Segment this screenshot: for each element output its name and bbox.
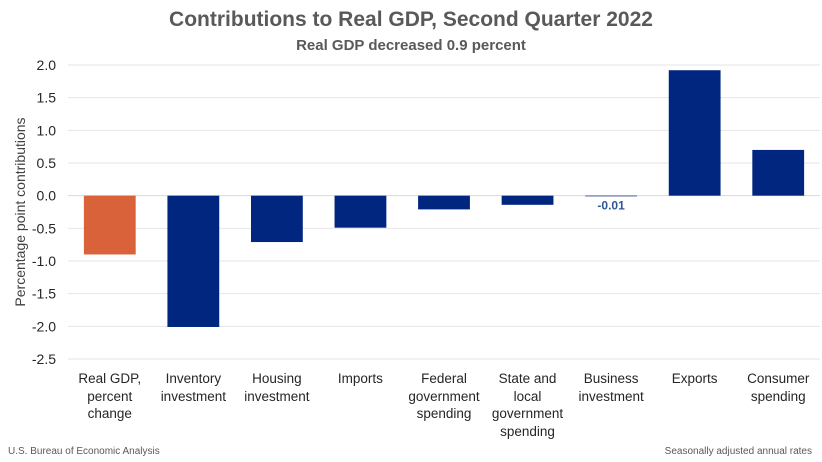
bar xyxy=(418,195,470,210)
bar xyxy=(167,195,220,327)
x-tick-label: Inventory investment xyxy=(160,371,226,404)
data-label: -0.01 xyxy=(597,199,625,213)
y-tick-label: 1.0 xyxy=(37,122,57,138)
x-tick-label: Housing investment xyxy=(244,371,310,404)
chart-subtitle: Real GDP decreased 0.9 percent xyxy=(296,37,526,54)
x-tick-label: Real GDP, percent change xyxy=(78,371,142,421)
y-tick-label: -1.0 xyxy=(32,253,56,269)
annotations: -0.01 xyxy=(597,199,625,213)
x-tick-label: Business investment xyxy=(578,371,644,404)
source-note: U.S. Bureau of Economic Analysis xyxy=(8,446,160,457)
y-tick-label: 0.0 xyxy=(37,188,57,204)
bar xyxy=(334,195,387,228)
bar xyxy=(668,70,721,196)
x-tick-label: Exports xyxy=(671,371,718,386)
y-tick-label: 0.5 xyxy=(37,155,57,171)
x-tick-label: State and local government spending xyxy=(491,371,564,439)
bar xyxy=(501,195,554,205)
x-tick-label: Consumer spending xyxy=(747,371,810,404)
rates-note: Seasonally adjusted annual rates xyxy=(664,446,812,457)
x-tick-label: Federal government spending xyxy=(408,371,480,421)
y-tick-label: -1.5 xyxy=(32,286,56,302)
bars xyxy=(83,70,805,327)
y-tick-label: 1.5 xyxy=(37,90,57,106)
y-tick-label: -0.5 xyxy=(32,220,56,236)
bar xyxy=(752,149,805,196)
chart-title: Contributions to Real GDP, Second Quarte… xyxy=(169,8,653,31)
y-tick-labels: 2.0 1.5 1.0 0.5 0.0 -0.5 -1.0 -1.5 -2.0 -2.5 xyxy=(32,57,56,367)
bar xyxy=(250,195,303,243)
bar xyxy=(83,195,136,255)
x-tick-label: Imports xyxy=(337,371,383,386)
y-tick-label: 2.0 xyxy=(37,57,57,73)
bar xyxy=(585,195,638,197)
y-tick-label: -2.5 xyxy=(32,351,56,367)
y-tick-label: -2.0 xyxy=(32,318,56,334)
